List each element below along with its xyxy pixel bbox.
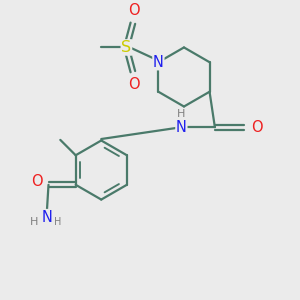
Text: N: N: [42, 210, 52, 225]
Text: O: O: [251, 120, 262, 135]
Text: H: H: [177, 109, 186, 119]
Text: H: H: [30, 217, 38, 227]
Text: O: O: [128, 77, 140, 92]
Text: H: H: [53, 217, 61, 227]
Text: S: S: [121, 40, 131, 55]
Text: O: O: [31, 174, 43, 189]
Text: N: N: [176, 120, 187, 135]
Text: N: N: [153, 55, 164, 70]
Text: O: O: [128, 3, 140, 18]
